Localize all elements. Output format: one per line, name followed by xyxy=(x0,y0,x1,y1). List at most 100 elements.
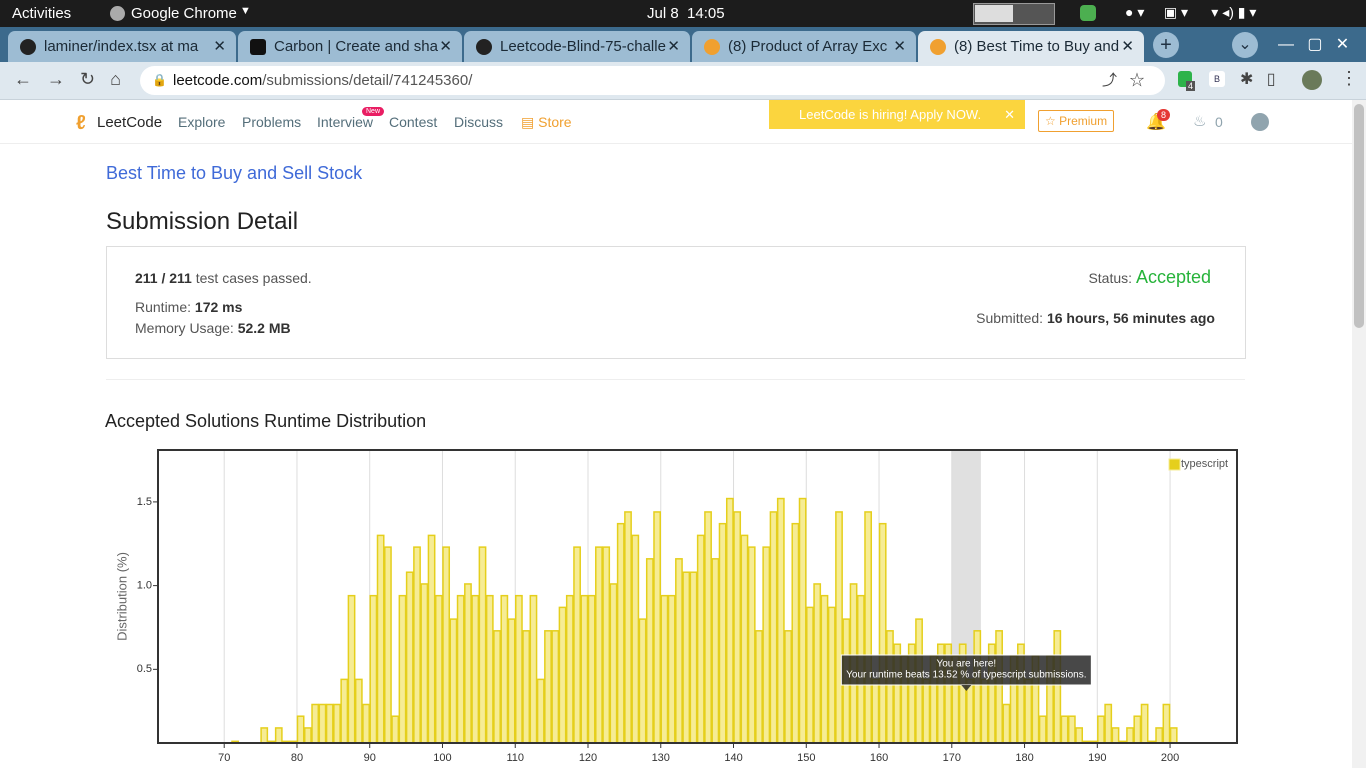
tab[interactable]: Carbon | Create and sha ✕ xyxy=(238,31,462,62)
bar xyxy=(500,594,509,743)
x-tick-label: 70 xyxy=(218,752,230,764)
bar xyxy=(1111,727,1120,743)
banner-close[interactable]: ✕ xyxy=(1004,107,1015,122)
heading: Submission Detail xyxy=(106,208,299,235)
store-link[interactable]: ▤ Store xyxy=(521,114,572,130)
problem-link[interactable]: Best Time to Buy and Sell Stock xyxy=(106,163,363,183)
window-controls[interactable]: — ▢ ✕ xyxy=(1278,36,1350,53)
nav-link[interactable]: Contest xyxy=(389,114,438,130)
new-tab[interactable]: + xyxy=(1153,32,1179,58)
x-tick-label: 190 xyxy=(1088,752,1106,764)
bar xyxy=(318,703,327,743)
bar xyxy=(362,703,370,743)
omnibox[interactable]: 🔒 leetcode.com/submissions/detail/741245… xyxy=(140,66,1165,95)
bar xyxy=(922,678,931,743)
bar xyxy=(624,511,632,743)
app-menu[interactable]: Google Chrome xyxy=(131,5,237,22)
tray-icon[interactable] xyxy=(1080,5,1096,21)
menu[interactable]: ⋮ xyxy=(1340,68,1358,88)
tab[interactable]: (8) Product of Array Exc ✕ xyxy=(692,31,916,62)
y-axis-label: Distribution (%) xyxy=(114,552,129,641)
bar xyxy=(980,678,989,743)
x-tick-label: 160 xyxy=(870,752,888,764)
x-tick-label: 150 xyxy=(797,752,815,764)
bar xyxy=(1075,727,1084,743)
tab-search[interactable]: ⌄ xyxy=(1232,32,1258,58)
tab-title: laminer/index.tsx at ma xyxy=(44,38,199,55)
bar xyxy=(573,546,581,743)
bar xyxy=(936,643,945,743)
tab-icon xyxy=(930,39,946,55)
streak-count: 0 xyxy=(1215,114,1223,130)
bar xyxy=(333,703,341,743)
dropdown-arrow: ▼ xyxy=(240,5,251,17)
bar xyxy=(893,643,902,743)
tab-close[interactable]: ✕ xyxy=(667,38,680,55)
submitted: 16 hours, 56 minutes ago xyxy=(1046,310,1215,326)
tab-bar: laminer/index.tsx at ma ✕ Carbon | Create… xyxy=(0,27,1366,62)
x-tick-label: 80 xyxy=(291,752,303,764)
tab-active[interactable]: (8) Best Time to Buy and ✕ xyxy=(918,31,1144,62)
premium-button[interactable]: ☆ Premium xyxy=(1038,110,1115,132)
toolbar-icons[interactable]: ✱ ▯ xyxy=(1240,71,1276,88)
x-tick-label: 140 xyxy=(724,752,742,764)
bar xyxy=(718,522,727,743)
bar xyxy=(544,630,552,743)
x-tick-label: 200 xyxy=(1161,752,1179,764)
bar xyxy=(1126,727,1134,743)
bar xyxy=(1053,630,1062,743)
bar xyxy=(944,643,953,743)
bar xyxy=(1162,703,1171,743)
bar xyxy=(667,594,676,743)
share-star[interactable]: ⤴ ☆ xyxy=(1102,72,1145,89)
tab-close[interactable]: ✕ xyxy=(439,38,452,55)
bar xyxy=(296,715,305,743)
legend-swatch xyxy=(1168,458,1181,471)
logo[interactable]: LeetCode xyxy=(97,114,163,131)
bar xyxy=(434,594,443,743)
tab[interactable]: Leetcode-Blind-75-challe ✕ xyxy=(464,31,690,62)
clock[interactable]: Jul 8 14:05 xyxy=(647,5,725,22)
extension-icon[interactable]: B xyxy=(1209,71,1225,87)
nav-link[interactable]: Explore xyxy=(178,114,226,130)
url-host: leetcode.com xyxy=(173,72,263,89)
bar xyxy=(806,606,814,743)
bar xyxy=(420,583,429,743)
tooltip-arrow xyxy=(961,685,972,691)
bar xyxy=(551,630,560,743)
x-tick-label: 170 xyxy=(943,752,961,764)
legend-label: typescript xyxy=(1181,458,1228,470)
tab-close[interactable]: ✕ xyxy=(893,38,906,55)
scrollbar-thumb[interactable] xyxy=(1354,104,1364,328)
nav-buttons[interactable]: ← → ↻ ⌂ xyxy=(14,69,121,89)
hiring-banner[interactable]: LeetCode is hiring! Apply NOW. ✕ xyxy=(769,100,1025,129)
tab-close[interactable]: ✕ xyxy=(213,38,226,55)
bar xyxy=(660,594,669,743)
x-tick-label: 180 xyxy=(1015,752,1033,764)
bar xyxy=(864,511,873,743)
lock-icon: 🔒 xyxy=(152,73,167,87)
tab-close[interactable]: ✕ xyxy=(1121,38,1134,55)
activities[interactable]: Activities xyxy=(12,5,72,22)
bar xyxy=(733,511,742,743)
nav-link[interactable]: Interview xyxy=(317,114,374,130)
bar xyxy=(238,742,247,743)
x-tick-label: 130 xyxy=(652,752,670,764)
plot xyxy=(223,450,1178,743)
streak-icon[interactable]: ♨ xyxy=(1193,113,1207,130)
bar xyxy=(1002,703,1011,743)
tab-title: Carbon | Create and sha xyxy=(274,38,438,55)
bar xyxy=(609,583,618,743)
tab[interactable]: laminer/index.tsx at ma ✕ xyxy=(8,31,236,62)
nav-link[interactable]: Problems xyxy=(242,114,302,130)
bar xyxy=(755,630,763,743)
system-bar: Activities Google Chrome ▼ Jul 8 14:05 ●… xyxy=(0,0,1366,27)
tray-icons[interactable]: ● ▾ ▣ ▾ ▾ ◂) ▮ ▾ xyxy=(1125,4,1257,20)
bar xyxy=(514,594,523,743)
bar xyxy=(704,511,712,743)
nav-link[interactable]: Discuss xyxy=(454,114,504,130)
profile[interactable] xyxy=(1302,70,1322,90)
status: Accepted xyxy=(1135,267,1211,287)
avatar[interactable] xyxy=(1251,113,1269,131)
new-badge: New xyxy=(362,107,385,116)
